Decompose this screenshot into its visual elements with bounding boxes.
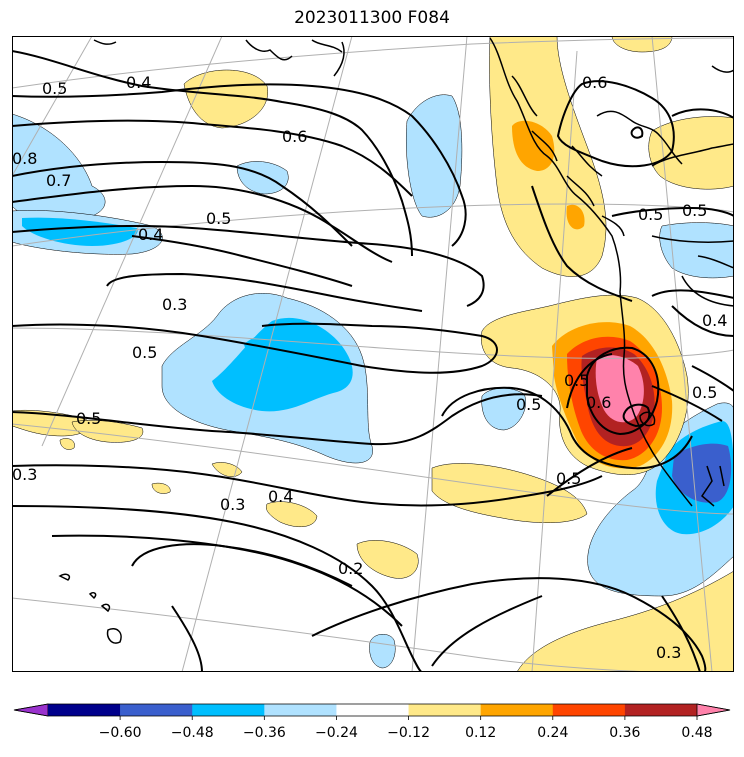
contour-label: 0.4: [138, 225, 163, 244]
contour-label: 0.5: [206, 209, 231, 228]
contour-label: 0.6: [582, 73, 607, 92]
colorbar-tick-label: 0.48: [681, 725, 712, 741]
contour-labels: 0.5 0.4 0.6 0.8 0.7 0.5 0.4 0.3 0.5 0.5 …: [12, 73, 727, 662]
contour-label: 0.8: [12, 149, 37, 168]
colorbar-cell: [264, 704, 337, 716]
colorbar-extend-min: [13, 703, 49, 717]
colorbar-tick-label: 0.36: [609, 725, 640, 741]
map-title: 2023011300 F084: [294, 8, 450, 28]
contour-label: 0.5: [564, 371, 589, 390]
colorbar-tick-label: −0.12: [387, 725, 430, 741]
colorbar-cell: [120, 704, 193, 716]
contour-label: 0.5: [638, 205, 663, 224]
colorbar-tick-label: −0.60: [99, 725, 142, 741]
colorbar-tick-label: −0.24: [315, 725, 358, 741]
contour-label: 0.6: [282, 127, 307, 146]
map-frame: [12, 36, 734, 672]
contour-label: 0.7: [46, 171, 71, 190]
colorbar-cell: [624, 704, 698, 716]
contour-label: 0.5: [516, 395, 541, 414]
colorbar: −0.60 −0.48 −0.36 −0.24 −0.12 0.12 0.24 0.36 0.4…: [13, 703, 731, 741]
colorbar-cell: [408, 704, 481, 716]
colorbar-extend-max: [696, 703, 731, 717]
colorbar-tick-label: 0.24: [537, 725, 568, 741]
contour-label: 0.4: [268, 487, 293, 506]
contour-label: 0.5: [132, 343, 157, 362]
contour-lines: [12, 50, 734, 672]
colorbar-tick-label: −0.36: [243, 725, 286, 741]
map-panel: 0.5 0.4 0.6 0.8 0.7 0.5 0.4 0.3 0.5 0.5 …: [12, 36, 734, 672]
colorbar-cells: [13, 703, 731, 717]
contour-label: 0.5: [682, 201, 707, 220]
colorbar-cell: [552, 704, 626, 716]
colorbar-cell: [48, 704, 121, 716]
contour-label: 0.4: [702, 311, 727, 330]
colorbar-cell: [192, 704, 265, 716]
contour-label: 0.5: [42, 79, 67, 98]
contour-label: 0.3: [656, 643, 681, 662]
contour-label: 0.6: [586, 393, 611, 412]
colorbar-cell: [480, 704, 554, 716]
colorbar-tick-label: −0.48: [171, 725, 214, 741]
contour-label: 0.3: [162, 295, 187, 314]
contour-label: 0.5: [692, 383, 717, 402]
contour-label: 0.2: [338, 559, 363, 578]
contour-label: 0.4: [126, 73, 151, 92]
graticule: [12, 36, 734, 672]
contour-label: 0.5: [556, 469, 581, 488]
contour-label: 0.3: [12, 465, 37, 484]
contour-label: 0.5: [76, 409, 101, 428]
colorbar-cell: [336, 704, 409, 716]
colorbar-tick-label: 0.12: [465, 725, 496, 741]
colorbar-outline: [13, 703, 731, 717]
colorbar-ticks: −0.60 −0.48 −0.36 −0.24 −0.12 0.12 0.24 0.36 0.4…: [99, 716, 713, 741]
contour-label: 0.3: [220, 495, 245, 514]
